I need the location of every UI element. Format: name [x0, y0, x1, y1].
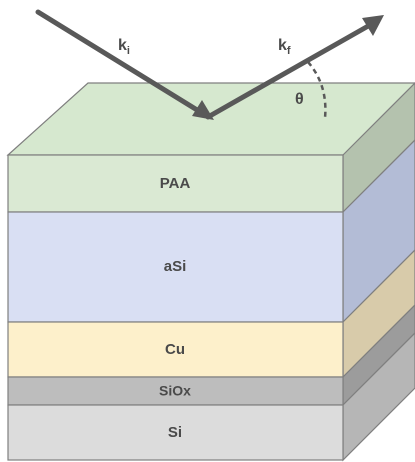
layer-asi: aSi: [7, 139, 415, 324]
reflected-arrowhead: [362, 15, 384, 36]
layer-si-label: Si: [168, 424, 182, 441]
layer-si-front: [7, 404, 344, 461]
incident-wave-label: ki: [118, 37, 130, 57]
layer-cu-front: [7, 321, 344, 378]
layer-cu-label: Cu: [165, 341, 185, 358]
layer-asi-label: aSi: [164, 258, 187, 275]
layer-asi-front: [7, 211, 344, 323]
layer-paa-front: [7, 154, 344, 213]
layer-siox: SiOx: [7, 304, 415, 407]
reflected-wave-arrow: [205, 22, 373, 120]
layer-siox-label: SiOx: [159, 383, 191, 399]
layer-paa: PAA: [7, 82, 415, 214]
angle-label: θ: [295, 91, 304, 108]
layer-cu: Cu: [7, 249, 415, 379]
angle-arc: [307, 61, 327, 119]
layer-paa-label: PAA: [160, 175, 191, 192]
reflected-wave-label: kf: [278, 37, 291, 57]
layer-si: Si: [7, 332, 415, 462]
layer-siox-front: [7, 376, 344, 406]
incident-wave-arrow: [35, 9, 205, 116]
